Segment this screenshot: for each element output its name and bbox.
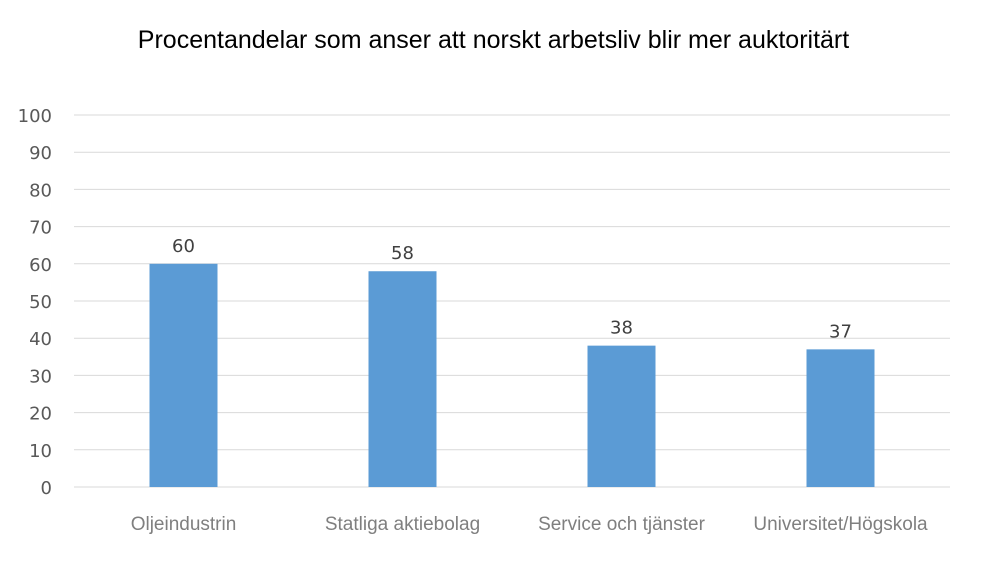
- bar: [368, 271, 437, 487]
- data-label: 58: [391, 243, 414, 264]
- x-category-label: Statliga aktiebolag: [325, 514, 480, 535]
- chart-title: Procentandelar som anser att norskt arbe…: [137, 26, 850, 54]
- data-label: 60: [172, 236, 195, 257]
- y-tick-label: 60: [29, 255, 52, 276]
- y-tick-label: 0: [41, 478, 52, 499]
- data-label: 37: [829, 321, 852, 342]
- y-tick-label: 40: [29, 329, 52, 350]
- x-category-label: Oljeindustrin: [131, 514, 237, 535]
- bar: [806, 349, 875, 487]
- data-label: 38: [610, 318, 633, 339]
- bar: [587, 345, 656, 487]
- y-tick-label: 30: [29, 366, 52, 387]
- y-tick-label: 80: [29, 180, 52, 201]
- y-tick-label: 100: [18, 106, 52, 127]
- x-category-label: Service och tjänster: [538, 514, 706, 535]
- y-tick-label: 20: [29, 404, 52, 425]
- y-tick-label: 70: [29, 218, 52, 239]
- x-category-label: Universitet/Högskola: [753, 514, 928, 535]
- bar: [149, 263, 218, 487]
- y-tick-label: 10: [29, 441, 52, 462]
- y-tick-label: 90: [29, 143, 52, 164]
- y-tick-label: 50: [29, 292, 52, 313]
